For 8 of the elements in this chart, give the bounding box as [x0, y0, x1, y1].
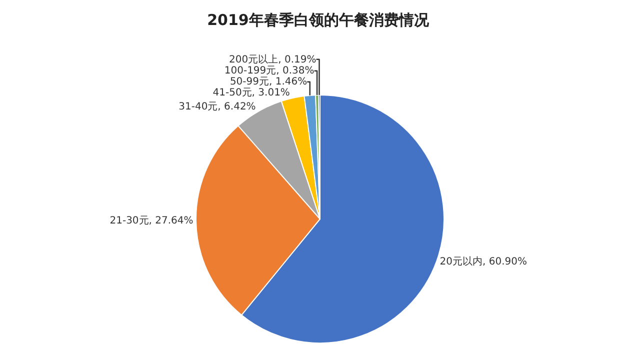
slice-label: 41-50元, 3.01%: [212, 87, 290, 98]
chart-title: 2019年春季白领的午餐消费情况: [207, 10, 430, 29]
slice-label: 100-199元, 0.38%: [224, 65, 314, 76]
slice-label: 50-99元, 1.46%: [230, 76, 308, 88]
slice-label: 200元以上, 0.19%: [229, 53, 316, 66]
slice-label: 21-30元, 27.64%: [110, 216, 194, 227]
slice-label: 20元以内, 60.90%: [440, 255, 528, 268]
slice-label: 31-40元, 6.42%: [178, 102, 256, 113]
